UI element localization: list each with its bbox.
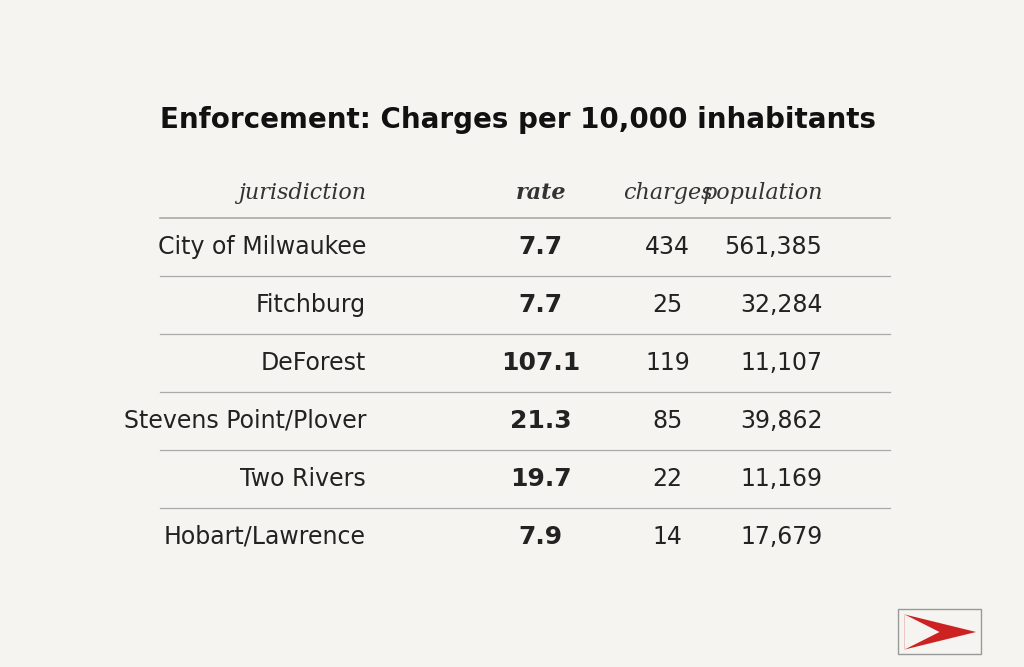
Text: jurisdiction: jurisdiction — [238, 182, 367, 204]
Text: charges: charges — [623, 182, 713, 204]
Text: 434: 434 — [645, 235, 690, 259]
Text: 11,107: 11,107 — [740, 351, 822, 375]
Text: Fitchburg: Fitchburg — [256, 293, 367, 317]
Text: 107.1: 107.1 — [501, 351, 581, 375]
Text: 17,679: 17,679 — [740, 525, 822, 549]
Text: 21.3: 21.3 — [510, 409, 571, 433]
Text: 14: 14 — [652, 525, 683, 549]
Text: 7.9: 7.9 — [518, 525, 563, 549]
Text: rate: rate — [515, 182, 566, 204]
Text: City of Milwaukee: City of Milwaukee — [158, 235, 367, 259]
Text: Hobart/Lawrence: Hobart/Lawrence — [164, 525, 367, 549]
Polygon shape — [905, 614, 976, 650]
Polygon shape — [905, 614, 940, 650]
Text: 25: 25 — [652, 293, 683, 317]
Text: 85: 85 — [652, 409, 683, 433]
Text: DeForest: DeForest — [261, 351, 367, 375]
Text: 22: 22 — [652, 467, 683, 491]
Text: Two Rivers: Two Rivers — [241, 467, 367, 491]
Text: 19.7: 19.7 — [510, 467, 571, 491]
Text: population: population — [701, 182, 822, 204]
Text: 32,284: 32,284 — [740, 293, 822, 317]
Text: Enforcement: Charges per 10,000 inhabitants: Enforcement: Charges per 10,000 inhabita… — [160, 106, 876, 133]
Text: 7.7: 7.7 — [518, 235, 563, 259]
Text: 11,169: 11,169 — [740, 467, 822, 491]
Text: 119: 119 — [645, 351, 690, 375]
Text: 39,862: 39,862 — [740, 409, 822, 433]
Text: 561,385: 561,385 — [725, 235, 822, 259]
Text: 7.7: 7.7 — [518, 293, 563, 317]
Text: Stevens Point/Plover: Stevens Point/Plover — [124, 409, 367, 433]
